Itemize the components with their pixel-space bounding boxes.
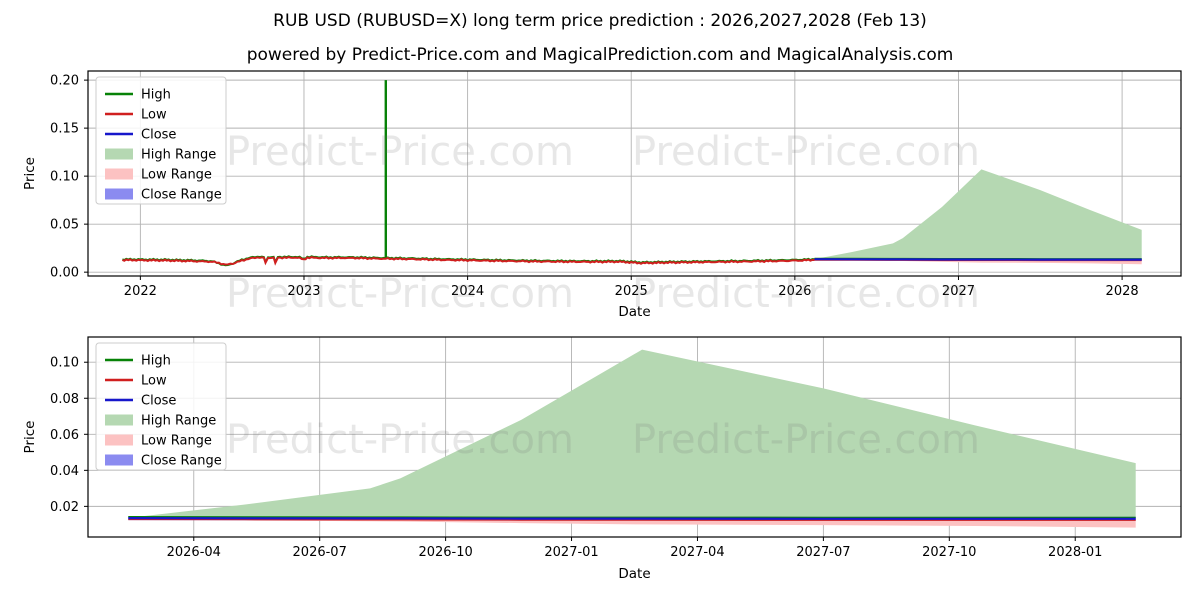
y-tick-label: 0.20 xyxy=(50,74,79,89)
close-line-forecast xyxy=(128,516,1136,520)
high-range-band xyxy=(814,169,1142,260)
legend-label: Close Range xyxy=(141,454,222,469)
legend-label: High Range xyxy=(141,148,216,163)
legend-label: Close Range xyxy=(141,188,222,203)
x-tick-label: 2027-10 xyxy=(922,545,976,560)
legend-label: Low xyxy=(141,108,167,123)
x-tick-label: 2022 xyxy=(124,284,157,299)
y-tick-label: 0.00 xyxy=(50,266,79,281)
legend-label: High xyxy=(141,354,171,369)
x-tick-label: 2026-10 xyxy=(418,545,472,560)
y-tick-label: 0.10 xyxy=(50,170,79,185)
low-line-history xyxy=(122,256,815,266)
page-subtitle: powered by Predict-Price.com and Magical… xyxy=(246,45,954,65)
high-range-band xyxy=(128,349,1136,519)
x-tick-label: 2026-04 xyxy=(167,545,221,560)
forecast-zoom-chart: 2026-04 2026-07 2026-10 2027-01 2027-04 2027-… xyxy=(22,336,1182,582)
legend-label: Low xyxy=(141,374,167,389)
x-tick-label: 2025 xyxy=(615,284,648,299)
x-tick-label: 2023 xyxy=(287,284,320,299)
x-tick-label: 2026 xyxy=(778,284,811,299)
plot-area xyxy=(122,80,1142,267)
plot-area xyxy=(128,349,1136,528)
x-tick-label: 2027-01 xyxy=(544,545,598,560)
y-tick-label: 0.10 xyxy=(50,356,79,371)
y-tick-label: 0.04 xyxy=(50,464,79,479)
low-line-forecast xyxy=(128,518,1136,521)
legend-label: Close xyxy=(141,394,176,409)
x-tick-label: 2027-07 xyxy=(796,545,850,560)
legend-label: High Range xyxy=(141,414,216,429)
x-tick-label: 2028 xyxy=(1106,284,1139,299)
legend-label: Low Range xyxy=(141,168,212,183)
y-tick-label: 0.15 xyxy=(50,122,79,137)
axes-spines xyxy=(87,70,1182,277)
legend-swatch-low-range xyxy=(105,168,133,180)
legend-swatch-close-range xyxy=(105,454,133,466)
x-tick-label: 2028-01 xyxy=(1048,545,1102,560)
x-tick-label: 2027 xyxy=(942,284,975,299)
y-tick-label: 0.05 xyxy=(50,218,79,233)
x-tick-label: 2024 xyxy=(451,284,484,299)
x-tick-label: 2026-07 xyxy=(293,545,347,560)
legend-swatch-close-range xyxy=(105,188,133,200)
high-line-forecast xyxy=(128,515,1136,519)
y-tick-label: 0.06 xyxy=(50,428,79,443)
x-axis-label: Date xyxy=(618,304,650,320)
axes-spines xyxy=(87,336,1182,538)
y-axis-label: Price xyxy=(22,157,38,190)
y-axis-label: Price xyxy=(22,421,38,454)
x-axis-label: Date xyxy=(618,566,650,582)
long-term-chart: 2022 2023 2024 2025 2026 2027 2028 0.00 0.05 0.10… xyxy=(22,70,1182,320)
legend-swatch-high-range xyxy=(105,414,133,426)
x-tick-label: 2027-04 xyxy=(670,545,724,560)
legend-swatch-low-range xyxy=(105,434,133,446)
y-tick-label: 0.02 xyxy=(50,500,79,515)
legend-label: High xyxy=(141,88,171,103)
page-title: RUB USD (RUBUSD=X) long term price predi… xyxy=(273,11,927,31)
legend: High Low Close High Range Low Range Close Ran… xyxy=(95,342,227,471)
legend-label: Close xyxy=(141,128,176,143)
y-tick-label: 0.08 xyxy=(50,392,79,407)
legend: High Low Close High Range Low Range Close Ran… xyxy=(95,76,227,205)
legend-swatch-high-range xyxy=(105,148,133,160)
legend-label: Low Range xyxy=(141,434,212,449)
